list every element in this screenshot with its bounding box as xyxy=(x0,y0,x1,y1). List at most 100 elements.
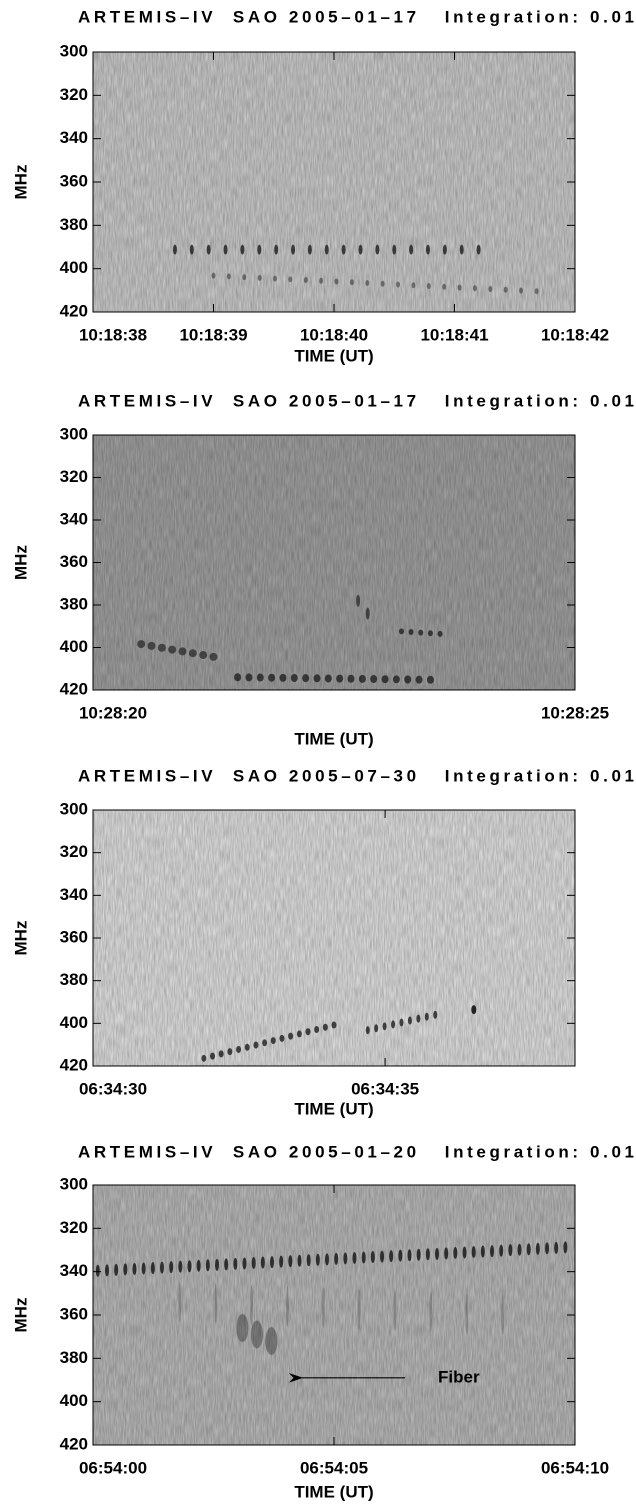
burst-feature xyxy=(325,1253,330,1266)
burst-feature xyxy=(416,1248,421,1261)
burst-feature xyxy=(314,1025,320,1033)
burst-feature xyxy=(227,1048,233,1056)
burst-feature xyxy=(554,1241,559,1254)
burst-feature xyxy=(270,1256,275,1269)
y-tick-label: 420 xyxy=(60,1434,88,1453)
burst-feature xyxy=(95,1264,100,1277)
burst-feature xyxy=(211,272,216,279)
burst-feature xyxy=(188,649,197,658)
burst-feature xyxy=(457,284,462,291)
burst-feature xyxy=(214,1258,219,1271)
burst-feature xyxy=(435,1247,440,1260)
burst-feature xyxy=(429,1292,433,1333)
burst-feature xyxy=(442,283,447,290)
burst-feature xyxy=(242,274,247,281)
x-tick-label: 10:18:39 xyxy=(179,325,247,344)
burst-feature xyxy=(279,1255,284,1268)
burst-feature xyxy=(393,1290,397,1331)
x-tick-label: 06:54:05 xyxy=(300,1458,368,1477)
burst-feature xyxy=(178,1282,182,1322)
burst-feature xyxy=(265,1327,278,1355)
y-tick-label: 320 xyxy=(60,467,88,486)
burst-feature xyxy=(396,281,401,288)
y-tick-label: 360 xyxy=(60,927,88,946)
burst-feature xyxy=(389,1250,394,1263)
burst-feature xyxy=(250,1320,263,1349)
x-axis-label: TIME (UT) xyxy=(294,1482,373,1501)
burst-feature xyxy=(427,630,433,637)
y-tick-label: 320 xyxy=(60,85,88,104)
y-tick-label: 360 xyxy=(60,552,88,571)
burst-feature xyxy=(349,279,354,286)
burst-feature xyxy=(302,674,310,683)
y-tick-label: 360 xyxy=(60,1304,88,1323)
burst-feature xyxy=(157,643,166,652)
burst-feature xyxy=(209,652,218,661)
y-tick-label: 300 xyxy=(60,41,88,60)
burst-feature xyxy=(424,1012,429,1021)
x-axis-label: TIME (UT) xyxy=(294,729,373,748)
y-tick-label: 420 xyxy=(60,1055,88,1074)
burst-feature xyxy=(285,1286,289,1327)
burst-feature xyxy=(453,1246,458,1259)
burst-feature xyxy=(210,1052,216,1060)
panel-title: ARTEMIS–IV SAO 2005–07–30 Integration: 0… xyxy=(78,766,634,785)
burst-feature xyxy=(391,1020,396,1029)
y-tick-label: 340 xyxy=(60,509,88,528)
x-tick-label: 10:18:40 xyxy=(300,325,368,344)
burst-feature xyxy=(462,1246,467,1259)
panel-title: ARTEMIS–IV SAO 2005–01–20 Integration: 0… xyxy=(78,1142,634,1161)
burst-feature xyxy=(137,640,146,649)
burst-feature xyxy=(256,673,264,682)
burst-feature xyxy=(218,1050,224,1058)
burst-feature xyxy=(187,1260,192,1273)
burst-feature xyxy=(490,1245,495,1258)
burst-feature xyxy=(319,277,324,284)
burst-feature xyxy=(398,1249,403,1262)
burst-feature xyxy=(382,1022,387,1031)
burst-feature xyxy=(418,629,424,636)
burst-feature xyxy=(306,1254,311,1267)
burst-feature xyxy=(409,244,414,255)
burst-feature xyxy=(334,278,339,285)
y-tick-label: 420 xyxy=(60,679,88,698)
burst-feature xyxy=(296,1030,302,1038)
y-tick-label: 340 xyxy=(60,1261,88,1280)
burst-feature xyxy=(407,1016,412,1025)
burst-feature xyxy=(234,673,242,682)
y-tick-label: 380 xyxy=(60,594,88,613)
burst-feature xyxy=(501,1295,505,1335)
burst-feature xyxy=(472,285,477,292)
burst-feature xyxy=(273,275,278,282)
y-tick-label: 360 xyxy=(60,171,88,190)
x-tick-label: 10:18:41 xyxy=(420,325,488,344)
burst-feature xyxy=(236,1045,242,1053)
burst-feature xyxy=(433,1010,438,1019)
y-axis-label: MHz xyxy=(11,165,30,200)
burst-feature xyxy=(398,628,404,635)
burst-feature xyxy=(297,1254,302,1267)
burst-feature xyxy=(471,1245,476,1258)
y-tick-label: 380 xyxy=(60,215,88,234)
burst-feature xyxy=(214,1283,218,1324)
burst-feature xyxy=(206,244,211,255)
burst-feature xyxy=(279,1034,285,1042)
burst-feature xyxy=(517,1243,522,1256)
burst-feature xyxy=(307,244,312,255)
burst-feature xyxy=(201,1054,207,1062)
burst-feature xyxy=(260,1256,265,1269)
burst-feature xyxy=(250,1284,254,1325)
y-tick-label: 300 xyxy=(60,799,88,818)
burst-feature xyxy=(425,244,430,255)
burst-feature xyxy=(223,244,228,255)
panel-title: ARTEMIS–IV SAO 2005–01–17 Integration: 0… xyxy=(78,391,634,410)
burst-feature xyxy=(375,244,380,255)
burst-feature xyxy=(476,244,481,255)
x-tick-label: 06:54:10 xyxy=(541,1458,609,1477)
y-tick-label: 300 xyxy=(60,424,88,443)
burst-feature xyxy=(168,645,177,654)
burst-feature xyxy=(224,1258,229,1271)
burst-feature xyxy=(365,280,370,287)
spectrogram-texture xyxy=(93,435,575,690)
